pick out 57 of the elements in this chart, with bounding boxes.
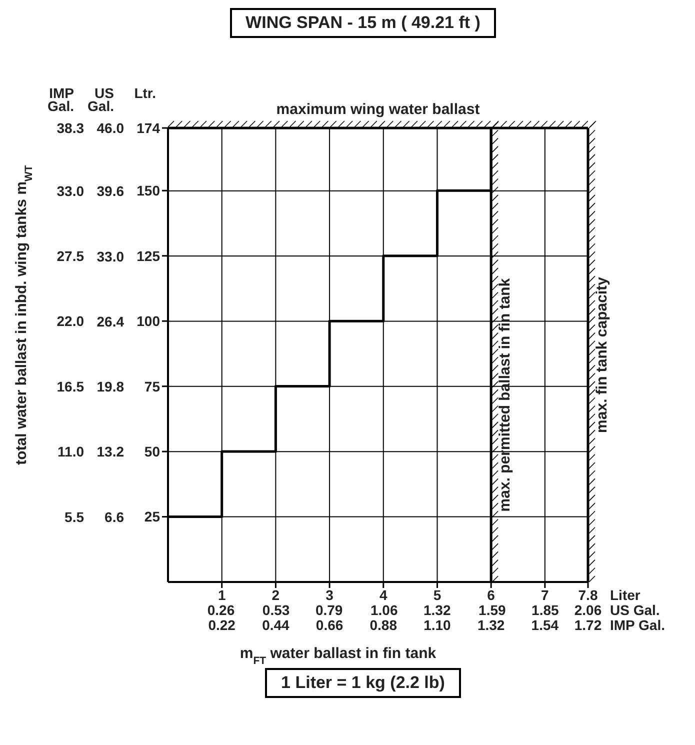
- y3-tick-label: 125: [136, 248, 160, 264]
- y2-tick-label: 39.6: [96, 183, 124, 200]
- y-tick-label: 22.0: [56, 313, 84, 330]
- y-tick-label: 33.0: [56, 182, 84, 199]
- x-tick-label: 4: [379, 586, 388, 603]
- y3-axis-title: Ltr.: [134, 85, 156, 101]
- x-tick-label: 1: [218, 586, 226, 603]
- x-axis-title: m$_{FT}$ water ballast in fin tank: [240, 645, 437, 667]
- text: IMP Gal.: [610, 617, 665, 633]
- y2-axis-title: US Gal.: [88, 85, 114, 114]
- x-tick-label: 7.8: [578, 586, 598, 603]
- y3-tick-label: 150: [136, 182, 160, 199]
- y-tick-label: 11.0: [58, 444, 84, 460]
- ref-line-label: max. permitted ballast in fin tank: [496, 278, 514, 512]
- text: 1.72: [574, 617, 602, 633]
- y3-tick-label: 174: [136, 120, 160, 136]
- y3-tick-label: 75: [144, 378, 160, 394]
- text: 1.10: [424, 617, 452, 633]
- y2-tick-label: 26.4: [96, 313, 124, 330]
- x2-tick-label: 1.32: [424, 602, 451, 618]
- x-tick-label: 3: [326, 586, 334, 603]
- text: IMP Gal.: [48, 85, 74, 114]
- y-tick-label: 27.5: [56, 248, 84, 264]
- y2-tick-label: 46.0: [96, 120, 124, 136]
- text: Liter: [610, 587, 641, 603]
- x-tick-label: 5: [433, 586, 442, 603]
- y3-tick-label: 50: [144, 444, 160, 460]
- x2-tick-label: 1.06: [370, 602, 398, 618]
- y2-tick-label: 19.8: [96, 378, 124, 395]
- text: 1.32: [477, 617, 505, 633]
- x2-tick-label: 1.85: [532, 602, 560, 618]
- x2-axis-title: US Gal.: [610, 602, 660, 618]
- x-tick-label: 2: [272, 586, 280, 603]
- y-tick-label: 38.3: [56, 120, 84, 136]
- x2-tick-label: 0.79: [315, 602, 343, 618]
- x-tick-label: 7: [541, 586, 550, 603]
- x-tick-label: 6: [487, 586, 496, 603]
- text: 1 Liter = 1 kg (2.2 lb): [265, 668, 461, 698]
- chart-title: WING SPAN - 15 m ( 49.21 ft ): [230, 8, 496, 38]
- y2-tick-label: 13.2: [96, 444, 124, 460]
- text: 1.54: [531, 617, 559, 633]
- y-tick-label: 16.5: [56, 378, 84, 394]
- y3-tick-label: 100: [136, 313, 160, 330]
- text: 0.44: [262, 617, 290, 633]
- x2-tick-label: 1.59: [478, 602, 506, 618]
- text: 0.88: [370, 617, 398, 633]
- text: 0.22: [208, 617, 236, 633]
- text: 0.66: [316, 617, 344, 633]
- ref-line-label: maximum wing water ballast: [276, 101, 480, 118]
- y-tick-label: 5.5: [64, 508, 84, 525]
- y3-tick-label: 25: [144, 508, 160, 525]
- x2-tick-label: 0.53: [262, 602, 290, 618]
- ref-line-label: max. fin tank capacity: [594, 276, 610, 433]
- y2-tick-label: 6.6: [104, 508, 124, 525]
- x2-tick-label: 0.26: [207, 602, 235, 618]
- x2-tick-label: 2.06: [574, 602, 602, 618]
- y2-tick-label: 33.0: [96, 248, 124, 264]
